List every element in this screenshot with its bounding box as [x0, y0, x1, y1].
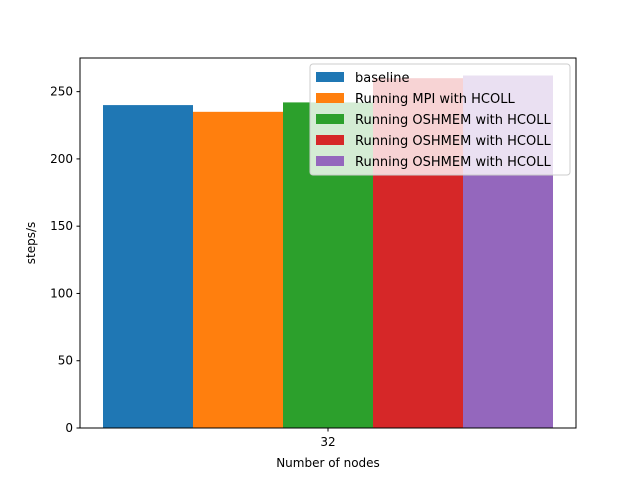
legend: baseline Running MPI with HCOLL Running OS… [309, 63, 571, 176]
legend-label: Running OSHMEM with HCOLL [355, 134, 551, 149]
x-tick-label: 32 [320, 435, 335, 449]
y-tick-label: 250 [50, 85, 73, 99]
y-axis-label: steps/s [24, 222, 38, 265]
legend-label: Running OSHMEM with HCOLL [355, 113, 551, 128]
legend-swatch [316, 135, 344, 145]
y-tick-label: 50 [58, 354, 73, 368]
legend-label: Running OSHMEM with HCOLL [355, 155, 551, 170]
legend-label: baseline [355, 71, 409, 86]
legend-swatch [316, 114, 344, 124]
legend-swatch [316, 93, 344, 103]
bar-series-1 [103, 105, 193, 428]
legend-box [309, 63, 571, 176]
legend-swatch [316, 72, 344, 82]
y-tick-label: 150 [50, 219, 73, 233]
x-axis: 32 [320, 428, 336, 449]
y-tick-label: 0 [65, 421, 73, 435]
legend-label: Running MPI with HCOLL [355, 92, 515, 107]
y-tick-label: 200 [50, 152, 73, 166]
y-tick-label: 100 [50, 286, 73, 300]
legend-swatch [316, 156, 344, 166]
y-axis: 0 50 100 150 200 250 [50, 85, 80, 435]
x-axis-label: Number of nodes [276, 456, 380, 470]
bar-series-2 [193, 111, 283, 429]
